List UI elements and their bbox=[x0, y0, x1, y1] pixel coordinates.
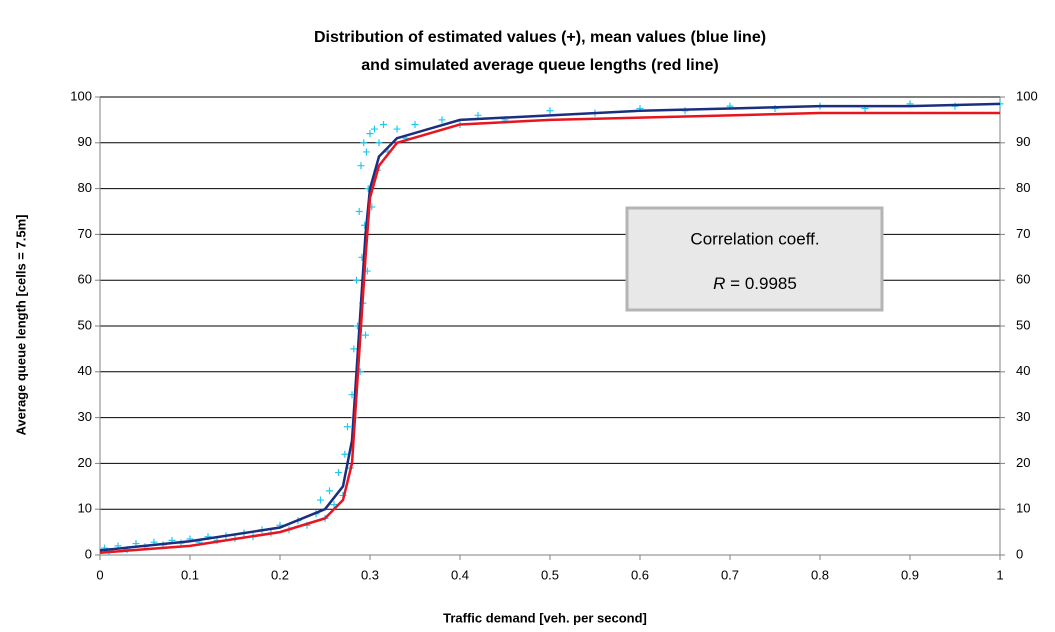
y2-tick-label: 70 bbox=[1016, 226, 1030, 241]
chart-title: and simulated average queue lengths (red… bbox=[361, 57, 718, 74]
scatter-point bbox=[326, 487, 333, 495]
scatter-point bbox=[353, 276, 360, 284]
y2-tick-label: 50 bbox=[1016, 317, 1030, 332]
y-tick-label: 90 bbox=[78, 134, 92, 149]
x-tick-label: 0.5 bbox=[541, 567, 559, 582]
annotation-value: R = 0.9985 bbox=[713, 274, 797, 293]
annotation: Correlation coeff. R = 0.9985 bbox=[625, 206, 884, 312]
y-tick-label: 10 bbox=[78, 501, 92, 516]
scatter-point bbox=[360, 139, 368, 147]
scatter-point bbox=[546, 107, 554, 115]
y2-tick-label: 90 bbox=[1016, 134, 1030, 149]
y2-tick-label: 30 bbox=[1016, 409, 1030, 424]
x-axis-label: Traffic demand [veh. per second] bbox=[443, 610, 647, 625]
y-tick-label: 100 bbox=[70, 88, 92, 103]
plot-area: 0102030405060708090100010203040506070809… bbox=[70, 88, 1037, 582]
scatter-point bbox=[335, 469, 342, 477]
annotation-number: = 0.9985 bbox=[730, 274, 797, 293]
x-tick-label: 0.8 bbox=[811, 567, 829, 582]
x-tick-label: 0.6 bbox=[631, 567, 649, 582]
scatter-point bbox=[350, 345, 358, 353]
y-tick-label: 80 bbox=[78, 180, 92, 195]
x-tick-label: 0.2 bbox=[271, 567, 289, 582]
scatter-point bbox=[474, 111, 482, 119]
y2-tick-label: 40 bbox=[1016, 363, 1030, 378]
y2-tick-label: 0 bbox=[1016, 546, 1023, 561]
scatter-point bbox=[393, 125, 401, 133]
annotation-box bbox=[625, 206, 884, 312]
x-tick-label: 0.3 bbox=[361, 567, 379, 582]
scatter-point bbox=[341, 450, 349, 458]
scatter-point bbox=[366, 130, 374, 138]
y-tick-label: 60 bbox=[78, 272, 92, 287]
scatter-point bbox=[330, 501, 338, 509]
scatter-point bbox=[380, 120, 387, 128]
scatter-point bbox=[375, 139, 383, 147]
line-series bbox=[99, 111, 1000, 554]
x-tick-label: 0.4 bbox=[451, 567, 469, 582]
scatter-point bbox=[362, 148, 370, 156]
chart-title: Distribution of estimated values (+), me… bbox=[314, 29, 766, 46]
y2-tick-label: 60 bbox=[1016, 272, 1030, 287]
y2-tick-label: 80 bbox=[1016, 180, 1030, 195]
y2-tick-label: 10 bbox=[1016, 501, 1030, 516]
x-tick-label: 0.7 bbox=[721, 567, 739, 582]
y-tick-label: 30 bbox=[78, 409, 92, 424]
scatter-point bbox=[357, 162, 365, 170]
scatter-point bbox=[317, 496, 324, 504]
y-tick-label: 50 bbox=[78, 317, 92, 332]
y-tick-label: 70 bbox=[78, 226, 92, 241]
scatter-point bbox=[411, 120, 419, 128]
annotation-symbol: R bbox=[713, 274, 725, 293]
scatter-point bbox=[371, 125, 378, 133]
x-tick-label: 0 bbox=[96, 567, 103, 582]
x-tick-label: 0.9 bbox=[901, 567, 919, 582]
x-tick-label: 0.1 bbox=[181, 567, 199, 582]
y-tick-label: 0 bbox=[85, 546, 92, 561]
scatter-point bbox=[355, 208, 363, 215]
scatter-point bbox=[362, 331, 369, 339]
annotation-text: Correlation coeff. bbox=[690, 229, 819, 248]
y2-tick-label: 100 bbox=[1016, 88, 1038, 103]
scatter-point bbox=[344, 423, 351, 431]
y2-tick-label: 20 bbox=[1016, 455, 1030, 470]
line-series bbox=[99, 102, 1001, 552]
scatter-point bbox=[438, 116, 446, 124]
y-tick-label: 20 bbox=[78, 455, 92, 470]
y-tick-label: 40 bbox=[78, 363, 92, 378]
x-tick-label: 1 bbox=[996, 567, 1003, 582]
y-axis-label: Average queue length [cells = 7.5m] bbox=[13, 215, 28, 436]
